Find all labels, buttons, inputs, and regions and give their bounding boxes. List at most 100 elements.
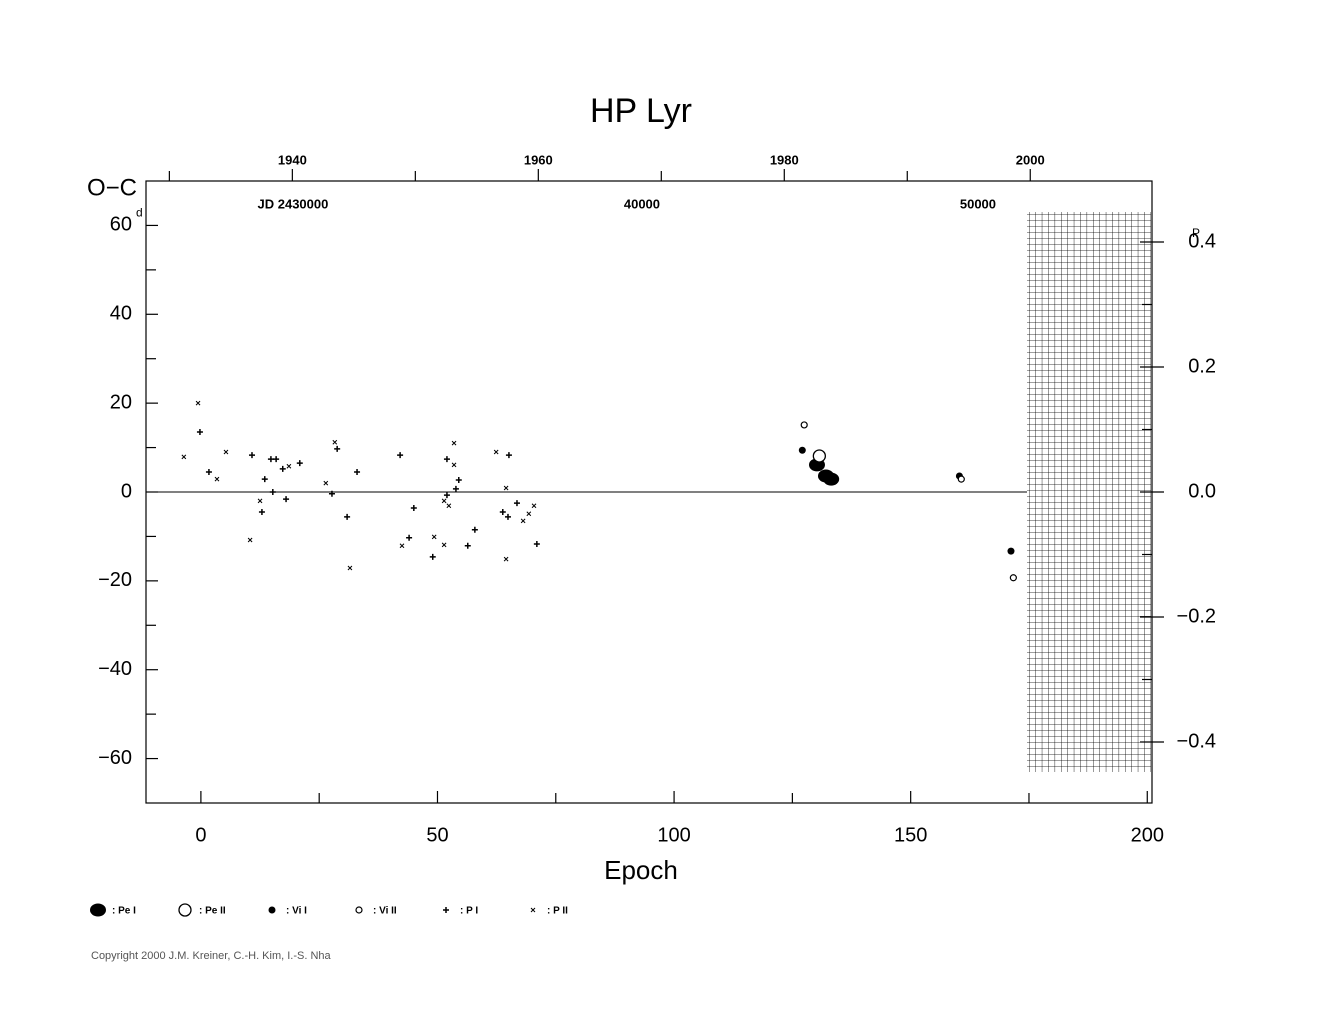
y-unit: d bbox=[136, 206, 143, 220]
marker bbox=[493, 449, 499, 455]
marker bbox=[354, 469, 361, 476]
y-axis-label: O−C bbox=[87, 174, 137, 201]
y-tick-label: 60 bbox=[110, 214, 132, 236]
jd-label: 40000 bbox=[624, 196, 660, 211]
jd-label: 50000 bbox=[960, 196, 996, 211]
marker bbox=[268, 906, 276, 914]
marker bbox=[798, 446, 806, 454]
y-tick-label: −40 bbox=[98, 658, 132, 680]
marker bbox=[499, 508, 506, 515]
marker bbox=[443, 456, 450, 463]
marker bbox=[181, 454, 187, 460]
marker bbox=[452, 485, 459, 492]
marker bbox=[205, 469, 212, 476]
marker bbox=[505, 452, 512, 459]
marker bbox=[332, 439, 338, 445]
marker bbox=[1007, 547, 1015, 555]
legend-label: : P II bbox=[547, 906, 568, 917]
marker bbox=[451, 462, 457, 468]
y2-tick-label: −0.4 bbox=[1177, 730, 1216, 752]
marker bbox=[283, 496, 290, 503]
marker bbox=[355, 906, 363, 914]
y-tick-label: −60 bbox=[98, 747, 132, 769]
marker bbox=[214, 476, 220, 482]
top-tick-label: 1940 bbox=[278, 152, 307, 167]
top-tick-label: 2000 bbox=[1016, 152, 1045, 167]
marker bbox=[273, 456, 280, 463]
marker bbox=[269, 489, 276, 495]
y2-tick-label: 0.2 bbox=[1188, 355, 1216, 377]
y-tick-label: 40 bbox=[110, 303, 132, 325]
marker bbox=[323, 480, 329, 486]
chart-title: HP Lyr bbox=[590, 92, 692, 130]
marker bbox=[296, 460, 303, 467]
marker bbox=[800, 421, 808, 429]
marker bbox=[90, 903, 106, 917]
y2-tick-label: 0.0 bbox=[1188, 480, 1216, 502]
marker bbox=[328, 490, 335, 497]
marker bbox=[344, 513, 351, 520]
marker bbox=[526, 511, 532, 517]
legend-label: : Pe I bbox=[112, 906, 136, 917]
marker bbox=[334, 445, 341, 452]
marker bbox=[441, 542, 447, 548]
marker bbox=[530, 907, 536, 913]
marker bbox=[267, 456, 274, 463]
legend-label: : P I bbox=[460, 906, 478, 917]
marker bbox=[503, 485, 509, 491]
x-tick-label: 100 bbox=[657, 824, 690, 846]
marker bbox=[286, 463, 292, 469]
marker bbox=[178, 903, 192, 917]
y-tick-label: −20 bbox=[98, 569, 132, 591]
x-tick-label: 50 bbox=[426, 824, 448, 846]
marker bbox=[223, 449, 229, 455]
marker bbox=[247, 537, 253, 543]
marker bbox=[812, 449, 826, 463]
marker bbox=[397, 452, 404, 459]
copyright: Copyright 2000 J.M. Kreiner, C.-H. Kim, … bbox=[91, 950, 332, 962]
marker bbox=[520, 518, 526, 524]
marker bbox=[399, 543, 405, 549]
marker bbox=[957, 475, 965, 483]
marker bbox=[196, 429, 203, 436]
marker bbox=[258, 508, 265, 515]
x-axis-label: Epoch bbox=[604, 855, 678, 885]
marker bbox=[1009, 574, 1017, 582]
marker bbox=[431, 534, 437, 540]
marker bbox=[471, 526, 478, 533]
y-tick-label: 0 bbox=[121, 480, 132, 502]
marker bbox=[531, 503, 537, 509]
x-tick-label: 150 bbox=[894, 824, 927, 846]
y2-tick-label: 0.4 bbox=[1188, 230, 1216, 252]
marker bbox=[406, 534, 413, 541]
jd-label: JD 2430000 bbox=[258, 196, 329, 211]
marker bbox=[261, 476, 268, 483]
y2-unit: P bbox=[1192, 226, 1200, 240]
legend-label: : Pe II bbox=[199, 906, 226, 917]
marker bbox=[451, 440, 457, 446]
marker bbox=[443, 492, 450, 499]
top-tick-label: 1960 bbox=[524, 152, 553, 167]
top-tick-label: 1980 bbox=[770, 152, 799, 167]
marker bbox=[823, 472, 840, 486]
y2-tick-label: −0.2 bbox=[1177, 605, 1216, 627]
marker bbox=[504, 513, 511, 520]
legend-label: : Vi II bbox=[373, 906, 397, 917]
marker bbox=[279, 465, 286, 472]
legend-label: : Vi I bbox=[286, 906, 307, 917]
marker bbox=[257, 498, 263, 504]
marker bbox=[464, 542, 471, 549]
marker bbox=[410, 504, 417, 511]
y-tick-label: 20 bbox=[110, 391, 132, 413]
marker bbox=[443, 907, 449, 913]
marker bbox=[248, 452, 255, 459]
marker bbox=[429, 553, 436, 560]
marker bbox=[441, 498, 447, 504]
marker bbox=[513, 500, 520, 507]
marker bbox=[195, 400, 201, 406]
marker bbox=[533, 540, 540, 547]
x-tick-label: 0 bbox=[195, 824, 206, 846]
marker bbox=[503, 556, 509, 562]
